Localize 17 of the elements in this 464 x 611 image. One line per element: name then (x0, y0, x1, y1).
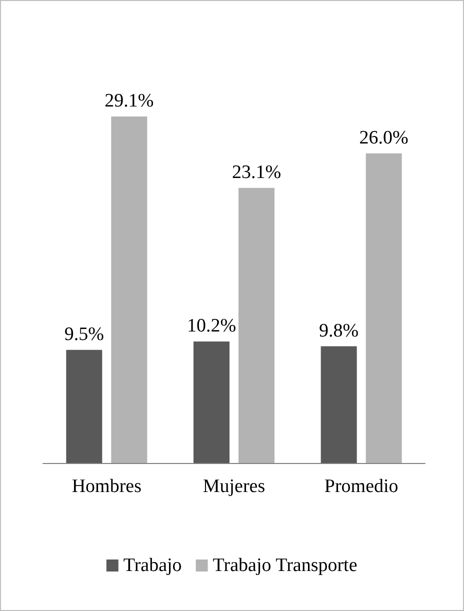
bar (238, 188, 274, 463)
bar (111, 116, 148, 463)
data-label: 23.1% (232, 162, 282, 183)
x-tick-label: Mujeres (202, 476, 266, 497)
x-tick-label: Promedio (324, 476, 398, 497)
data-label: 26.0% (359, 127, 409, 148)
bar (66, 350, 102, 463)
bar (320, 346, 357, 463)
bar (366, 153, 402, 463)
x-tick-label: Hombres (72, 476, 142, 497)
legend-label: Trabajo Transporte (212, 555, 358, 576)
data-label: 29.1% (104, 90, 154, 112)
data-label: 10.2% (186, 316, 236, 337)
data-label: 9.8% (319, 320, 359, 342)
data-label: 9.5% (64, 324, 104, 345)
bar (194, 342, 230, 463)
legend-label: Trabajo (123, 555, 182, 576)
